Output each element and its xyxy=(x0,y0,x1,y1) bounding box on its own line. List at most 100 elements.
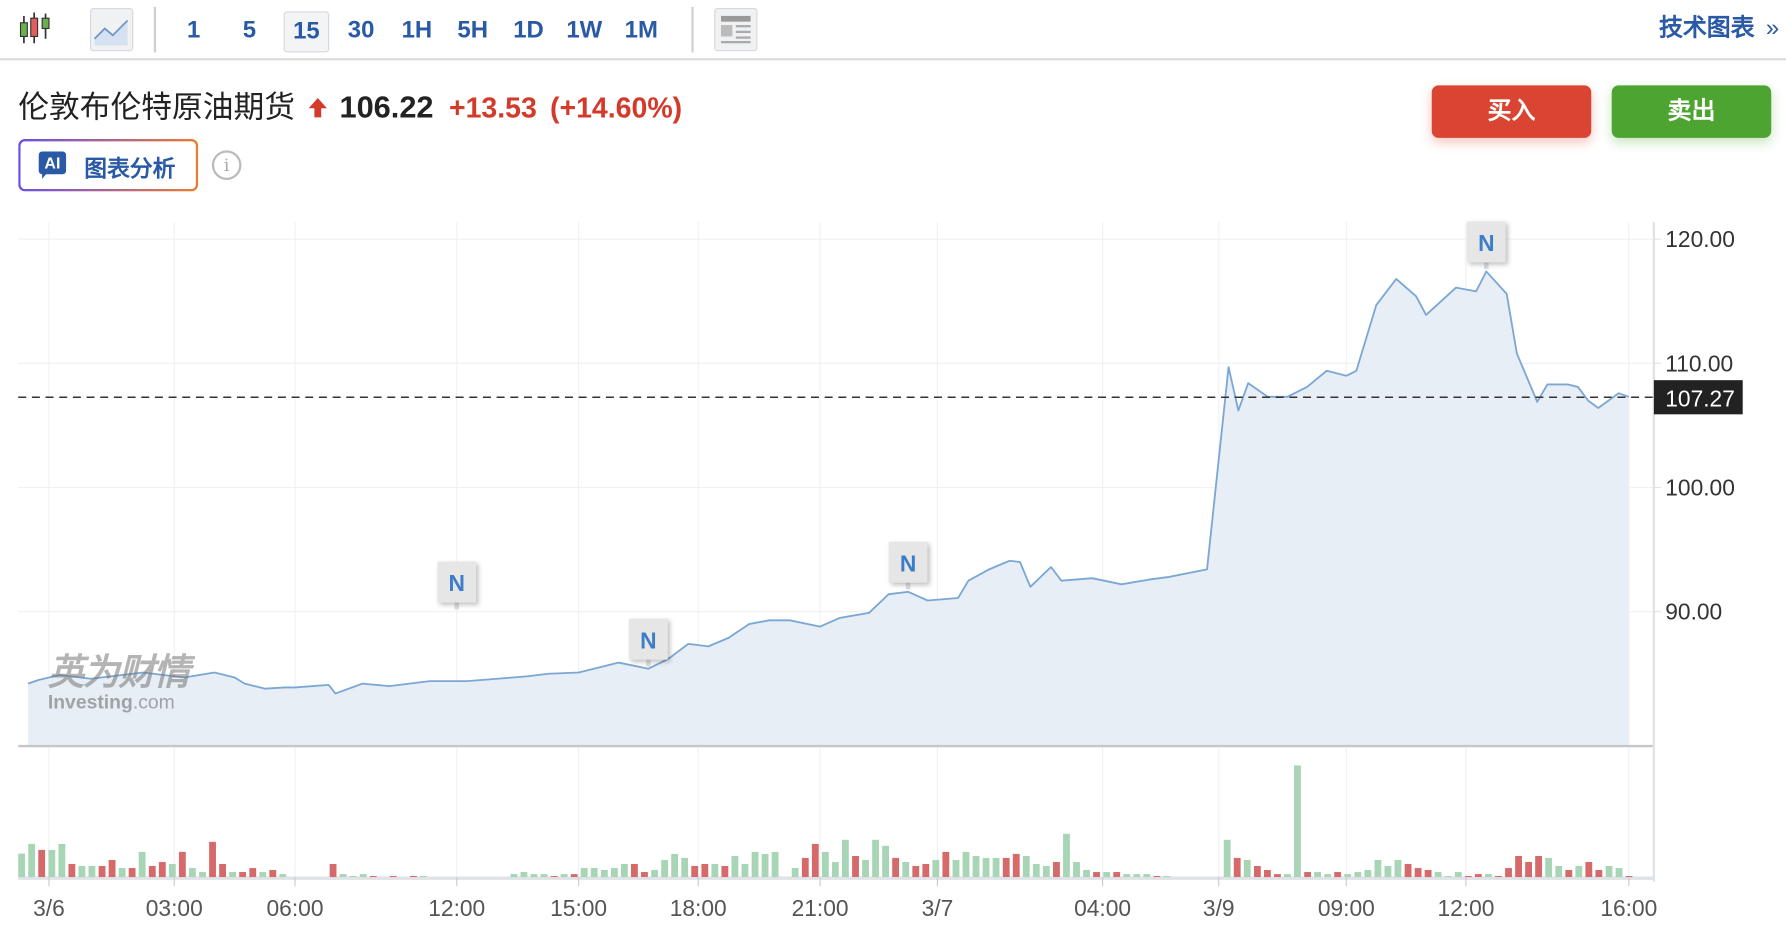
volume-bar-up xyxy=(1615,868,1623,878)
volume-bar-down xyxy=(1274,874,1281,878)
volume-bar-down xyxy=(219,863,226,878)
volume-bar-down xyxy=(942,851,950,878)
volume-bar-up xyxy=(560,874,568,878)
volume-bar-up xyxy=(1545,857,1553,878)
news-marker[interactable]: N xyxy=(888,541,928,590)
timeframe-30[interactable]: 30 xyxy=(347,17,375,44)
buy-button[interactable]: 买入 xyxy=(1431,85,1592,138)
x-tick-label: 15:00 xyxy=(550,895,607,921)
volume-bar-up xyxy=(259,872,267,878)
toolbar-divider xyxy=(153,6,157,53)
volume-bar-up xyxy=(118,868,126,878)
volume-bar-down xyxy=(1595,869,1603,878)
ai-chart-analysis-button[interactable]: AI 图表分析 xyxy=(18,139,198,191)
info-icon[interactable]: i xyxy=(211,150,242,180)
timeframe-1m[interactable]: 1M xyxy=(624,17,658,44)
volume-bar-up xyxy=(1314,872,1322,878)
x-tick-label: 3/6 xyxy=(33,895,65,921)
candlestick-icon xyxy=(19,12,50,44)
candlestick-button[interactable] xyxy=(18,9,57,48)
news-marker[interactable]: N xyxy=(1466,221,1506,270)
volume-bar-up xyxy=(651,869,659,878)
volume-bar-up xyxy=(1294,765,1301,878)
volume-bar-down xyxy=(811,843,819,878)
volume-bar-up xyxy=(18,853,26,878)
volume-bar-down xyxy=(1263,869,1271,878)
volume-bar-up xyxy=(88,866,96,878)
volume-bar-down xyxy=(410,876,417,878)
volume-bar-down xyxy=(178,851,186,878)
x-tick-label: 06:00 xyxy=(267,895,324,921)
timeframe-15[interactable]: 15 xyxy=(283,11,330,53)
y-tick-label: 120.00 xyxy=(1665,226,1735,252)
volume-bar-down xyxy=(209,841,216,878)
news-layout-icon xyxy=(721,15,751,44)
volume-bar-up xyxy=(1454,872,1462,878)
volume-bar-up xyxy=(580,868,588,878)
volume-bar-up xyxy=(902,862,910,878)
volume-bar-up xyxy=(831,862,839,878)
volume-bar-down xyxy=(249,868,257,878)
volume-bar-down xyxy=(108,859,116,878)
news-marker[interactable]: N xyxy=(437,561,477,610)
volume-bar-up xyxy=(711,863,719,878)
volume-bar-up xyxy=(1163,876,1171,878)
volume-bar-down xyxy=(1153,876,1161,878)
volume-bar-down xyxy=(1535,855,1543,878)
x-tick-label: 18:00 xyxy=(670,895,727,921)
x-tick-label: 12:00 xyxy=(428,895,485,921)
volume-bar-up xyxy=(620,863,628,878)
volume-bar-up xyxy=(1022,855,1030,878)
timeframe-5h[interactable]: 5H xyxy=(457,17,488,44)
x-tick-label: 12:00 xyxy=(1437,895,1494,921)
volume-bar-down xyxy=(369,876,377,878)
x-tick-label: 09:00 xyxy=(1318,895,1375,921)
area-chart-button[interactable] xyxy=(89,7,134,52)
volume-bar-down xyxy=(1565,869,1573,878)
volume-bar-down xyxy=(852,855,859,878)
volume-bar-down xyxy=(269,869,277,878)
volume-bar-up xyxy=(952,859,960,878)
volume-bar-up xyxy=(1394,859,1402,878)
volume-bar-up xyxy=(1575,866,1583,878)
volume-bar-up xyxy=(1384,866,1392,878)
sell-button[interactable]: 卖出 xyxy=(1611,85,1772,138)
volume-bar-down xyxy=(641,872,648,878)
volume-bar-down xyxy=(68,863,76,878)
news-marker-box xyxy=(437,561,477,603)
timeframe-5[interactable]: 5 xyxy=(242,17,257,44)
volume-bar-up xyxy=(882,845,890,878)
last-price-label: 107.27 xyxy=(1665,385,1735,411)
volume-bar-up xyxy=(1032,863,1040,878)
volume-bar-up xyxy=(530,874,538,878)
volume-bar-up xyxy=(199,872,206,878)
volume-bar-down xyxy=(128,868,136,878)
y-tick-label: 100.00 xyxy=(1665,474,1735,500)
last-price-tag xyxy=(1653,380,1743,415)
timeframe-1[interactable]: 1 xyxy=(186,17,201,44)
volume-bar-up xyxy=(1434,872,1442,878)
timeframe-1w[interactable]: 1W xyxy=(566,17,603,44)
volume-bar-up xyxy=(1555,866,1563,878)
tech-chart-link[interactable]: 技术图表 » xyxy=(1659,11,1779,45)
instrument-name: 伦敦布伦特原油期货 xyxy=(18,89,296,125)
news-layout-button[interactable] xyxy=(714,7,758,52)
timeframe-1h[interactable]: 1H xyxy=(401,17,433,44)
ai-label: 图表分析 xyxy=(84,157,176,183)
news-marker[interactable]: N xyxy=(629,618,668,667)
volume-bar-up xyxy=(962,851,970,878)
volume-bar-down xyxy=(1585,862,1593,878)
volume-bar-down xyxy=(892,857,900,878)
last-price: 106.22 xyxy=(339,89,434,125)
volume-bar-down xyxy=(148,866,156,878)
volume-bar-down xyxy=(1424,869,1432,878)
x-tick-label: 3/9 xyxy=(1203,895,1235,921)
volume-bar-up xyxy=(58,843,66,878)
volume-bar-up xyxy=(1484,874,1492,878)
volume-bar-up xyxy=(1444,876,1452,878)
volume-bar-up xyxy=(1083,869,1090,878)
volume-bar-down xyxy=(1414,868,1422,878)
timeframe-1d[interactable]: 1D xyxy=(513,17,544,44)
